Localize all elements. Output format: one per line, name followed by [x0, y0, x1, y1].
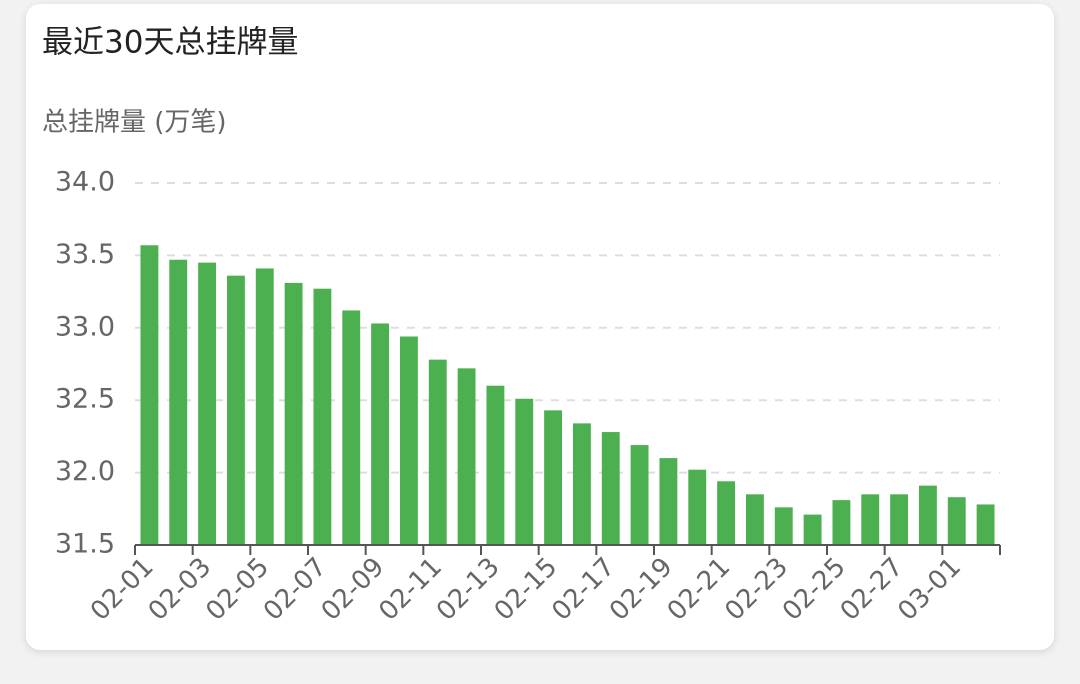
x-tick-label: 02-25 — [777, 552, 852, 627]
bar — [226, 275, 245, 545]
x-tick-label: 02-27 — [835, 552, 910, 627]
bar — [572, 423, 591, 545]
bar — [601, 432, 620, 545]
bar — [399, 336, 418, 545]
y-tick-label: 32.5 — [55, 384, 115, 415]
bar — [342, 310, 361, 545]
bar — [688, 469, 707, 545]
x-tick-label: 02-11 — [373, 552, 448, 627]
bar — [457, 368, 476, 545]
bar — [861, 494, 880, 545]
x-tick-label: 02-07 — [258, 552, 333, 627]
bar — [169, 259, 188, 545]
y-axis-label: 总挂牌量 (万笔) — [42, 108, 227, 138]
x-tick-label: 02-19 — [604, 552, 679, 627]
x-tick-label: 02-09 — [316, 552, 391, 627]
bar — [544, 410, 563, 545]
bar — [630, 445, 649, 545]
x-tick-label: 02-13 — [431, 552, 506, 627]
bar — [515, 398, 534, 545]
bar — [774, 507, 793, 545]
x-tick-label: 02-05 — [200, 552, 275, 627]
bar — [918, 485, 937, 545]
bar — [659, 458, 678, 545]
bar — [976, 504, 995, 545]
bar — [486, 385, 505, 545]
y-tick-label: 33.5 — [55, 239, 115, 270]
bar — [745, 494, 764, 545]
x-tick-label: 02-21 — [662, 552, 737, 627]
x-tick-label: 02-01 — [85, 552, 160, 627]
bar — [284, 282, 303, 545]
bar — [255, 268, 274, 545]
bar — [313, 288, 332, 545]
chart-title: 最近30天总挂牌量 — [42, 25, 298, 61]
y-tick-label: 31.5 — [55, 529, 115, 560]
bar — [371, 323, 390, 545]
bar — [140, 245, 159, 546]
y-tick-label: 33.0 — [55, 311, 115, 342]
bar — [890, 494, 909, 545]
bar — [717, 481, 736, 545]
y-tick-label: 34.0 — [55, 167, 115, 198]
x-tick-label: 03-01 — [892, 552, 967, 627]
bar — [803, 514, 822, 545]
x-tick-label: 02-15 — [489, 552, 564, 627]
bar — [832, 500, 851, 545]
bar — [428, 359, 447, 545]
x-tick-label: 02-17 — [546, 552, 621, 627]
y-tick-label: 32.0 — [55, 456, 115, 487]
bar — [198, 262, 217, 545]
x-tick-label: 02-23 — [719, 552, 794, 627]
x-tick-label: 02-03 — [143, 552, 218, 627]
bar — [947, 497, 966, 545]
